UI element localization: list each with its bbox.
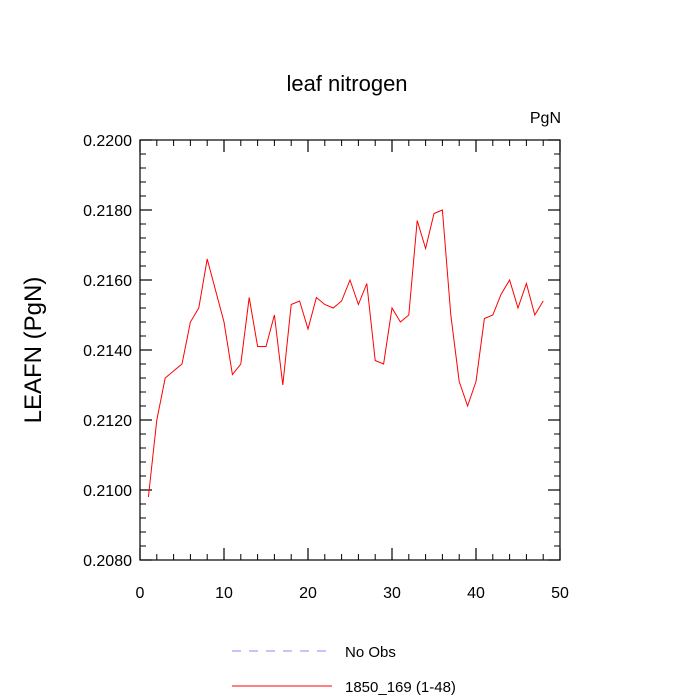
- plot-frame: [139, 139, 561, 561]
- x-tick-label: 50: [551, 585, 569, 602]
- y-tick-label: 0.2120: [83, 413, 132, 430]
- x-tick-label: 20: [299, 585, 317, 602]
- y-tick-label: 0.2140: [83, 343, 132, 360]
- y-tick-label: 0.2200: [83, 133, 132, 150]
- axis-tick-labels: 0 10 20 30 40 50 0.2080 0.2100 0.2120 0.2140 0.216…: [83, 133, 569, 602]
- y-tick-label: 0.2100: [83, 483, 132, 500]
- y-tick-label: 0.2160: [83, 273, 132, 290]
- x-tick-label: 30: [383, 585, 401, 602]
- legend: No Obs 1850_169 (1-48): [232, 644, 456, 696]
- units-label: PgN: [530, 110, 561, 127]
- x-tick-label: 10: [215, 585, 233, 602]
- legend-label: 1850_169 (1-48): [345, 679, 456, 696]
- axis-ticks: [139, 139, 561, 561]
- y-axis-label: LEAFN (PgN): [20, 277, 47, 424]
- series-line: [147, 209, 544, 498]
- y-tick-label: 0.2080: [83, 553, 132, 570]
- series-layer: [147, 209, 544, 498]
- x-tick-label: 0: [136, 585, 145, 602]
- chart-title: leaf nitrogen: [286, 71, 407, 96]
- legend-label: No Obs: [345, 644, 396, 661]
- x-tick-label: 40: [467, 585, 485, 602]
- y-tick-label: 0.2180: [83, 203, 132, 220]
